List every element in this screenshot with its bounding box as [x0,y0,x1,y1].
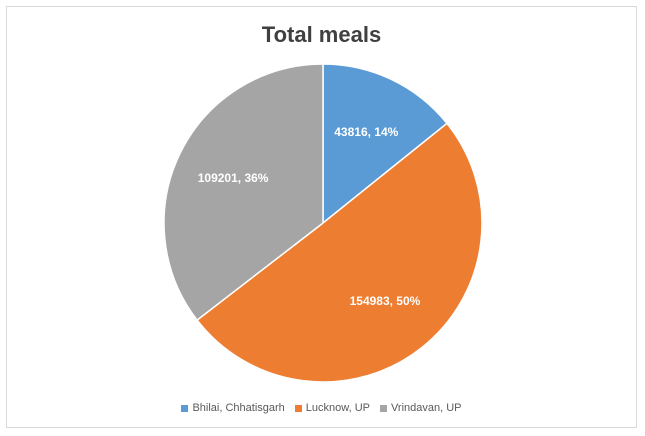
pie-slice-bhilai [322,63,448,225]
chart-title: Total meals [261,22,382,47]
legend-label-bhilai: Bhilai, Chhatisgarh [192,402,285,414]
legend-label-vrindavan: Vrindavan, UP [391,402,462,414]
data-label-bhilai: 43816, 14% [334,125,398,139]
legend-swatch-lucknow [294,404,302,412]
pie-slice-vrindavan [163,63,324,322]
legend-label-lucknow: Lucknow, UP [305,402,370,414]
data-label-lucknow: 154983, 50% [350,294,421,308]
legend: Bhilai, Chhatisgarh Lucknow, UP Vrindava… [7,402,636,414]
legend-item-lucknow: Lucknow, UP [294,402,370,414]
pie-slice-lucknow [196,122,483,383]
pie-chart: 43816, 14% 154983, 50% 109201, 36% [163,63,483,383]
legend-item-bhilai: Bhilai, Chhatisgarh [181,402,285,414]
data-label-vrindavan: 109201, 36% [198,171,269,185]
legend-swatch-bhilai [181,404,189,412]
chart-area: Total meals 43816, 14% 154983, 50% 109201,… [6,6,637,428]
legend-item-vrindavan: Vrindavan, UP [380,402,462,414]
legend-swatch-vrindavan [380,404,387,412]
